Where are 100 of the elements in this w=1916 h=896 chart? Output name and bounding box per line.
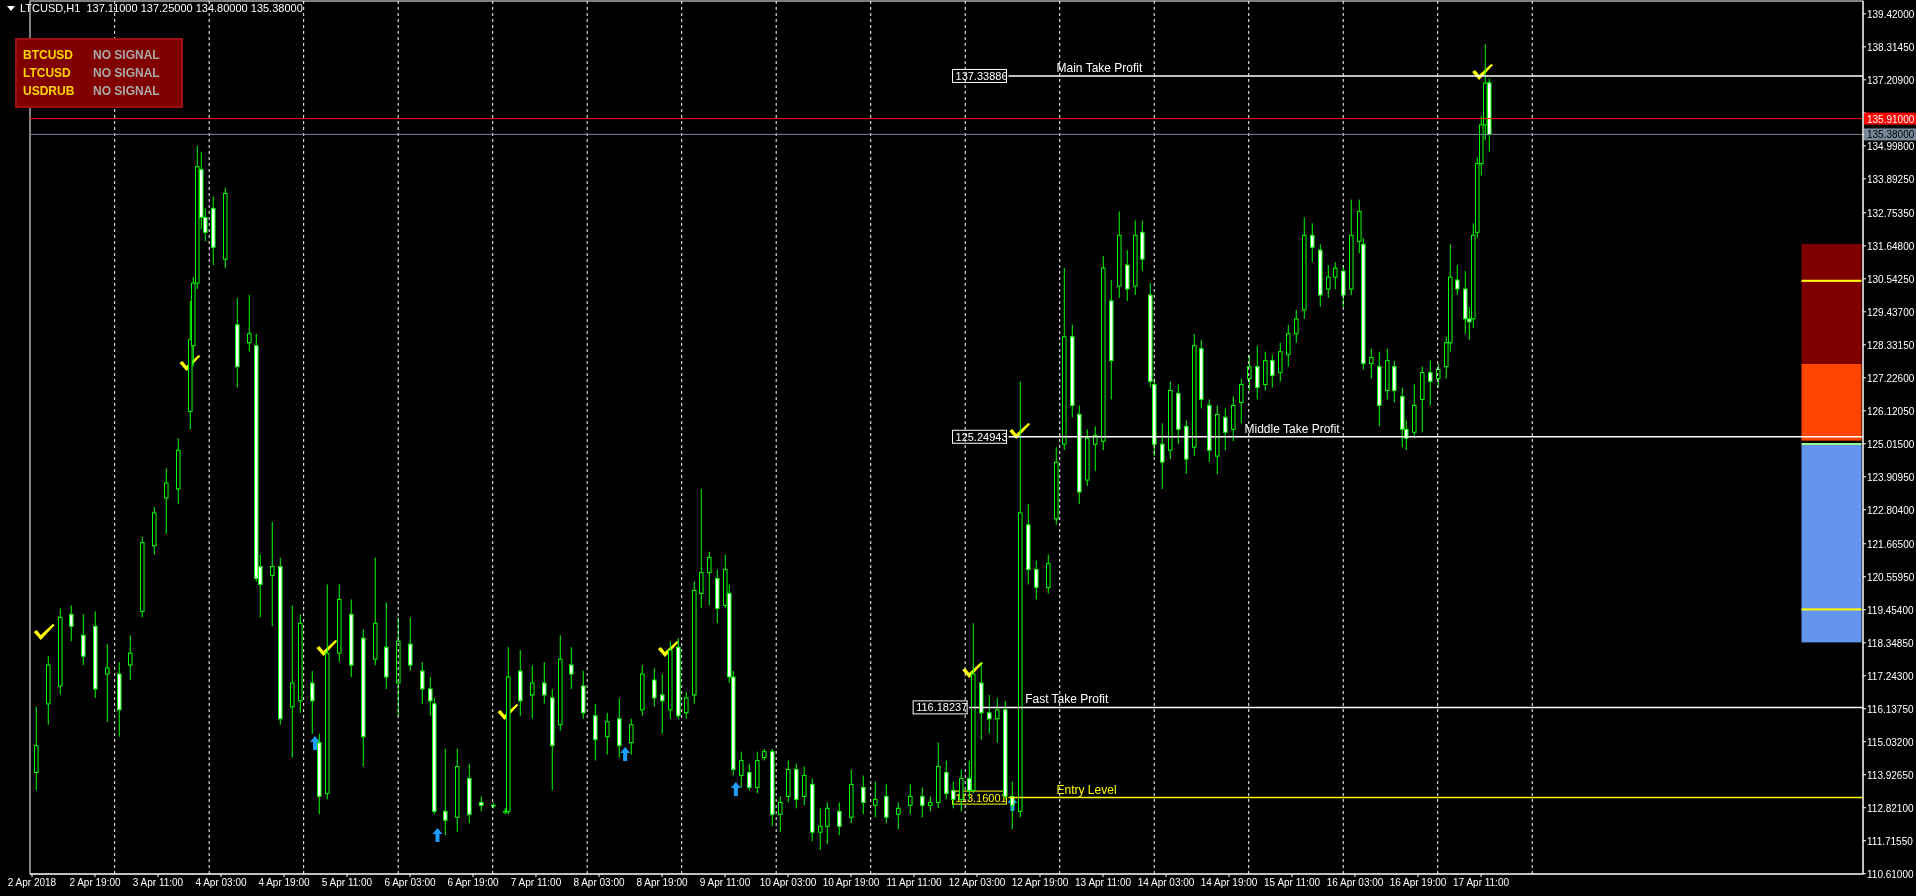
candlestick bbox=[699, 488, 704, 609]
annotation: 116.18237 bbox=[916, 701, 968, 714]
candlestick bbox=[660, 673, 665, 735]
y-tick-label: 116.13750 bbox=[1867, 703, 1914, 715]
x-tick-label: 7 Apr 11:00 bbox=[510, 877, 562, 889]
candlestick bbox=[908, 783, 913, 815]
annotation: 125.24943 bbox=[955, 430, 1008, 443]
x-tick-label: 3 Apr 11:00 bbox=[132, 877, 184, 889]
candlestick bbox=[1436, 363, 1441, 389]
candlestick bbox=[105, 643, 110, 723]
x-tick-label: 14 Apr 03:00 bbox=[1137, 877, 1195, 889]
x-tick-label: 12 Apr 03:00 bbox=[948, 877, 1006, 889]
candlestick bbox=[128, 634, 133, 681]
x-tick-label: 14 Apr 19:00 bbox=[1200, 877, 1258, 889]
x-tick-label: 16 Apr 19:00 bbox=[1389, 877, 1447, 889]
x-tick-label: 10 Apr 03:00 bbox=[759, 877, 817, 889]
ref-line-label: Fast Take Profit bbox=[1025, 692, 1109, 707]
bar bbox=[1801, 363, 1862, 441]
candlestick bbox=[1270, 354, 1275, 389]
y-tick-label: 125.01500 bbox=[1867, 438, 1915, 450]
y-tick-label: 113.92650 bbox=[1867, 769, 1914, 781]
x-tick-label: 4 Apr 03:00 bbox=[195, 877, 247, 889]
candlestick bbox=[837, 801, 842, 836]
candlestick bbox=[247, 294, 252, 353]
candlestick bbox=[1046, 554, 1051, 594]
y-tick-label: 135.38000 bbox=[1867, 129, 1915, 141]
annotation: BTCUSD bbox=[22, 47, 74, 64]
candlestick bbox=[1278, 342, 1283, 383]
candlestick bbox=[896, 801, 901, 830]
chart-title: LTCUSD,H1 137.11000 137.25000 134.80000 135.38000 bbox=[20, 2, 303, 14]
candlestick bbox=[530, 664, 535, 720]
candlestick bbox=[684, 691, 689, 720]
candlestick bbox=[605, 712, 610, 756]
candlestick bbox=[739, 751, 744, 788]
y-tick-label: 117.24300 bbox=[1867, 670, 1914, 682]
x-tick-label: 9 Apr 11:00 bbox=[699, 877, 751, 889]
candlestick bbox=[164, 467, 169, 535]
y-tick-label: 123.90950 bbox=[1867, 471, 1915, 483]
candlestick bbox=[1326, 264, 1331, 299]
y-tick-label: 137.20900 bbox=[1867, 74, 1915, 86]
bar bbox=[1801, 445, 1862, 643]
y-tick-label: 132.75350 bbox=[1867, 207, 1915, 219]
y-tick-label: 121.66500 bbox=[1867, 538, 1915, 550]
candlestick bbox=[270, 521, 275, 627]
candlestick bbox=[873, 780, 878, 818]
bar bbox=[1801, 608, 1862, 611]
candlestick bbox=[1428, 360, 1433, 406]
candlestick bbox=[420, 661, 425, 705]
x-tick-label: 11 Apr 11:00 bbox=[886, 877, 943, 889]
y-tick-label: 135.91000 bbox=[1867, 113, 1915, 125]
candlestick bbox=[542, 661, 547, 705]
ref-line-label: Main Take Profit bbox=[1056, 60, 1143, 75]
bar bbox=[1801, 243, 1862, 364]
candlestick bbox=[310, 670, 315, 735]
y-tick-label: 131.64800 bbox=[1867, 240, 1915, 252]
y-tick-label: 134.99800 bbox=[1867, 140, 1915, 152]
candlestick bbox=[778, 795, 783, 833]
candlestick bbox=[1247, 354, 1252, 391]
candlestick bbox=[408, 616, 413, 672]
y-tick-label: 115.03200 bbox=[1867, 736, 1914, 748]
bar bbox=[1801, 279, 1862, 282]
ref-line-label: Entry Level bbox=[1056, 782, 1117, 797]
candlestick bbox=[629, 718, 634, 756]
candlestick bbox=[920, 786, 925, 818]
candlestick bbox=[1392, 360, 1397, 403]
annotation: 137.33886 bbox=[955, 69, 1008, 82]
x-tick-label: 4 Apr 19:00 bbox=[258, 877, 310, 889]
x-tick-label: 10 Apr 19:00 bbox=[822, 877, 880, 889]
candlestick bbox=[951, 780, 956, 809]
candlestick bbox=[1294, 309, 1299, 344]
x-tick-label: 2 Apr 19:00 bbox=[69, 877, 121, 889]
candlestick bbox=[1263, 351, 1268, 391]
y-tick-label: 128.33150 bbox=[1867, 339, 1915, 351]
y-tick-label: 138.31450 bbox=[1867, 41, 1915, 53]
candlestick bbox=[825, 801, 830, 845]
candlestick bbox=[443, 748, 448, 836]
candlestick bbox=[652, 667, 657, 708]
annotation: NO SIGNAL bbox=[93, 47, 160, 64]
candlestick bbox=[1231, 395, 1236, 442]
candlestick bbox=[69, 604, 74, 642]
x-tick-label: 13 Apr 11:00 bbox=[1075, 877, 1132, 889]
ref-line-label: Middle Take Profit bbox=[1244, 421, 1341, 436]
annotation: LTCUSD bbox=[22, 65, 72, 82]
candlestick bbox=[1255, 345, 1260, 400]
x-tick-label: 2 Apr 2018 bbox=[7, 877, 57, 889]
y-tick-label: 122.80400 bbox=[1867, 504, 1915, 516]
y-tick-label: 111.71550 bbox=[1867, 835, 1914, 847]
candlestick bbox=[861, 775, 866, 815]
x-tick-label: 6 Apr 19:00 bbox=[447, 877, 499, 889]
y-tick-label: 127.22600 bbox=[1867, 372, 1915, 384]
candlestick bbox=[747, 763, 752, 791]
candlestick bbox=[944, 760, 949, 800]
x-tick-label: 12 Apr 19:00 bbox=[1011, 877, 1069, 889]
candlestick bbox=[1034, 560, 1039, 600]
x-tick-label: 8 Apr 03:00 bbox=[573, 877, 626, 889]
candlestick bbox=[1093, 425, 1098, 472]
x-tick-label: 15 Apr 11:00 bbox=[1264, 877, 1321, 889]
y-tick-label: 133.89250 bbox=[1867, 173, 1915, 185]
candlestick bbox=[569, 646, 574, 690]
candlestick bbox=[1125, 249, 1130, 302]
